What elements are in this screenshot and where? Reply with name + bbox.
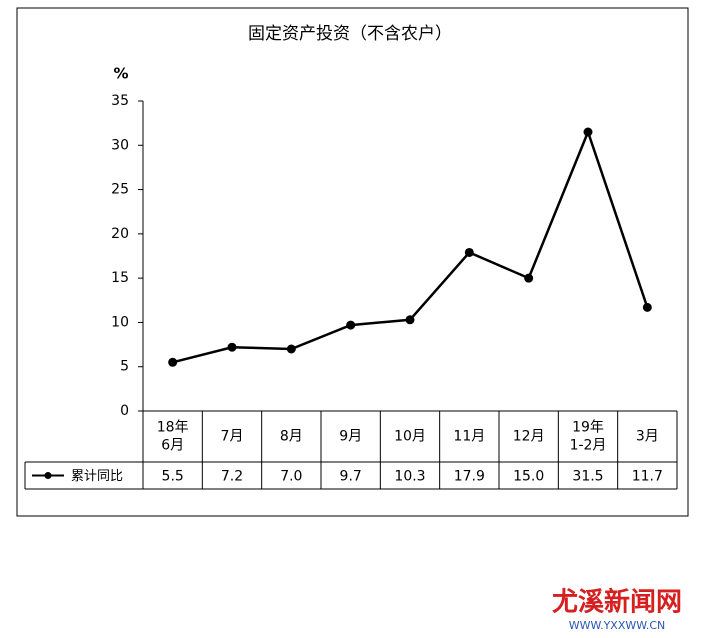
watermark-url: WWW.YXXWW.CN — [569, 619, 666, 632]
y-tick-label: 5 — [120, 359, 129, 375]
y-tick-label: 30 — [111, 137, 129, 153]
legend-label: 累计同比 — [71, 469, 123, 484]
point — [464, 247, 474, 257]
x-tick-label: 11月 — [453, 429, 485, 445]
point — [168, 357, 178, 367]
chart-title: 固定资产投资（不含农户） — [248, 24, 452, 44]
table-value: 15.0 — [513, 469, 544, 485]
table-value: 7.2 — [221, 469, 243, 485]
chart-frame — [16, 7, 689, 517]
table-value: 5.5 — [162, 469, 184, 485]
point — [286, 344, 296, 354]
x-tick-label: 19年 1-2月 — [570, 420, 607, 454]
x-tick-label: 8月 — [280, 429, 303, 445]
y-tick-label: 15 — [111, 270, 129, 286]
watermark-logo: 尤溪新闻网 — [552, 587, 682, 618]
point — [524, 273, 534, 283]
table-value: 17.9 — [454, 469, 485, 485]
table-value: 11.7 — [632, 469, 663, 485]
point — [583, 127, 593, 137]
point — [346, 320, 356, 330]
series-line — [172, 128, 649, 364]
x-tick-label: 10月 — [394, 429, 426, 445]
y-tick-label: 35 — [111, 93, 129, 109]
table-value: 9.7 — [340, 469, 362, 485]
point — [405, 315, 415, 325]
x-tick-label: 9月 — [339, 429, 362, 445]
point — [642, 302, 652, 312]
x-tick-label: 3月 — [636, 429, 659, 445]
table-value: 10.3 — [394, 469, 425, 485]
table-value: 7.0 — [280, 469, 302, 485]
y-tick-label: 25 — [111, 182, 129, 198]
table-value: 31.5 — [572, 469, 603, 485]
y-tick-label: 10 — [111, 314, 129, 330]
point — [227, 342, 237, 352]
x-tick-label: 18年 6月 — [157, 420, 189, 454]
y-tick-label: 0 — [120, 403, 129, 419]
y-tick-label: 20 — [111, 226, 129, 242]
x-tick-label: 12月 — [513, 429, 545, 445]
legend-marker — [44, 472, 52, 479]
x-tick-label: 7月 — [221, 429, 244, 445]
y-unit: % — [113, 65, 128, 83]
